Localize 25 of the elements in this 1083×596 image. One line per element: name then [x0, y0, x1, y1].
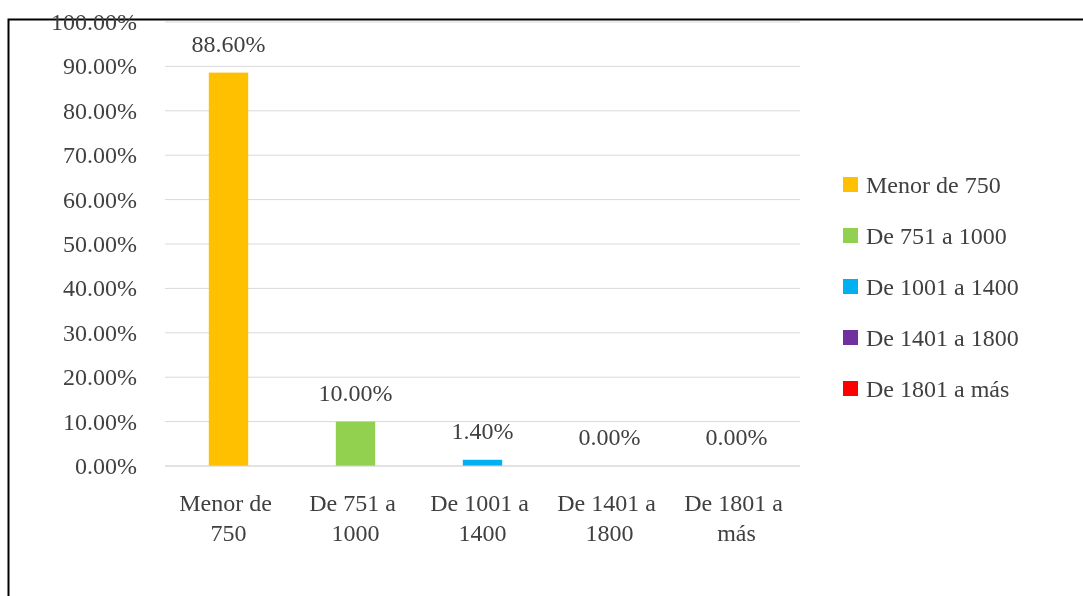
- y-tick-label: 80.00%: [63, 97, 137, 124]
- data-label: 0.00%: [705, 424, 768, 450]
- y-tick-label: 40.00%: [63, 275, 137, 302]
- x-tick-label: De 1401 a 1800: [557, 490, 662, 546]
- y-tick-label: 60.00%: [63, 186, 137, 213]
- y-tick-label: 20.00%: [63, 364, 137, 391]
- legend-label: De 1801 a más: [866, 376, 1010, 402]
- y-tick-label: 0.00%: [75, 453, 137, 479]
- x-tick-label: De 751 a 1000: [309, 490, 402, 546]
- x-tick-label: Menor de 750: [179, 490, 278, 546]
- legend-label: Menor de 750: [866, 172, 1001, 198]
- legend-label: De 1001 a 1400: [866, 274, 1019, 300]
- data-label: 88.60%: [191, 30, 266, 57]
- data-label: 1.40%: [451, 417, 514, 444]
- y-tick-label: 30.00%: [63, 319, 137, 346]
- y-tick-label: 90.00%: [63, 53, 137, 80]
- y-tick-label: 10.00%: [63, 408, 137, 435]
- y-tick-label: 70.00%: [63, 142, 137, 169]
- y-tick-label: 50.00%: [63, 231, 137, 257]
- legend-label: De 751 a 1000: [866, 223, 1007, 249]
- x-tick-label: De 1001 a 1400: [430, 490, 535, 546]
- x-tick-label: De 1801 a más: [684, 490, 789, 546]
- data-label: 0.00%: [578, 424, 641, 450]
- data-label: 10.00%: [318, 379, 393, 406]
- legend-label: De 1401 a 1800: [866, 325, 1019, 351]
